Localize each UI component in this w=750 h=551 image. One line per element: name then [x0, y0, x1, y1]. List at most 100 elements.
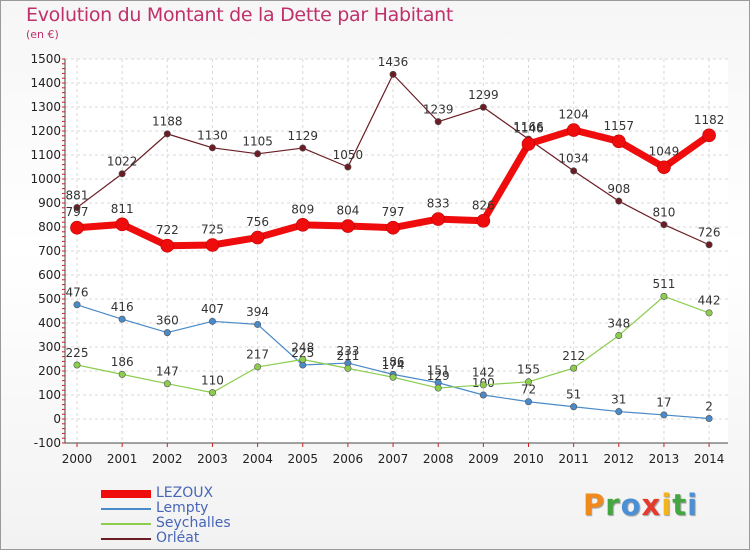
y-tick-label: 800 [38, 220, 61, 234]
x-tick-label: 2003 [197, 452, 228, 466]
data-label-lempty: 360 [156, 313, 179, 327]
data-label-seychalles: 174 [382, 358, 405, 372]
data-label-seychalles: 248 [291, 340, 314, 354]
x-tick-label: 2009 [468, 452, 499, 466]
x-tick-label: 2005 [287, 452, 318, 466]
data-label-lempty: 416 [111, 300, 134, 314]
x-tick-label: 2001 [107, 452, 138, 466]
x-tick-label: 2007 [378, 452, 409, 466]
data-label-lempty: 51 [566, 388, 581, 402]
data-label-lezoux: 1157 [604, 119, 635, 133]
data-point-lempty [705, 415, 713, 423]
data-label-lezoux: 756 [246, 215, 269, 229]
data-point-lezoux [566, 123, 581, 137]
y-tick-label: 200 [38, 364, 61, 378]
data-label-orleat: 1166 [513, 120, 544, 134]
data-label-orleat: 1050 [333, 148, 364, 162]
data-label-orleat: 881 [66, 188, 89, 202]
data-label-lezoux: 809 [291, 202, 314, 216]
data-point-seychalles [660, 292, 668, 300]
data-point-lezoux [476, 213, 491, 228]
data-point-lezoux [521, 137, 536, 151]
data-point-lezoux [702, 128, 716, 143]
logo-letter: o [620, 488, 642, 522]
data-point-lempty [570, 403, 578, 411]
data-label-lezoux: 797 [382, 205, 405, 219]
legend-swatch-orleat [101, 538, 151, 540]
logo-letter: i [687, 488, 699, 522]
data-point-lempty [73, 301, 81, 309]
data-label-seychalles: 211 [336, 349, 359, 363]
data-label-orleat: 1022 [107, 155, 138, 169]
y-tick-label: 500 [38, 292, 61, 306]
data-label-lezoux: 1146 [513, 121, 544, 135]
data-point-seychalles [208, 389, 216, 397]
data-point-orleat [254, 150, 262, 158]
y-tick-label: 100 [38, 388, 61, 402]
data-point-lezoux [115, 217, 129, 232]
data-label-orleat: 726 [698, 226, 721, 240]
data-point-seychalles [163, 380, 171, 388]
data-point-lempty [615, 408, 623, 416]
y-tick-label: 1200 [30, 124, 61, 138]
data-point-seychalles [389, 373, 397, 381]
data-label-lempty: 186 [382, 355, 405, 369]
data-label-lezoux: 833 [427, 197, 450, 211]
x-tick-label: 2000 [62, 452, 93, 466]
y-tick-label: 1500 [30, 52, 61, 66]
data-point-seychalles [299, 355, 307, 363]
data-label-lezoux: 826 [472, 198, 495, 212]
data-label-lezoux: 1049 [649, 145, 680, 159]
y-tick-label: 1100 [30, 148, 61, 162]
data-point-orleat [479, 103, 487, 111]
data-point-lempty [660, 411, 668, 419]
data-point-lempty [163, 329, 171, 337]
legend: LEZOUX Lempty Seychalles Orléat [101, 486, 301, 546]
data-label-orleat: 1129 [287, 129, 318, 143]
data-label-lezoux: 797 [66, 205, 89, 219]
legend-swatch-seychalles [101, 523, 151, 525]
data-point-lezoux [611, 134, 626, 149]
data-label-seychalles: 147 [156, 365, 179, 379]
proxiti-logo: Proxiti [583, 488, 698, 522]
data-point-lezoux [295, 218, 310, 232]
data-point-orleat [208, 144, 216, 152]
x-tick-label: 2006 [333, 452, 364, 466]
data-point-lempty [479, 391, 487, 399]
data-label-lezoux: 811 [111, 202, 134, 216]
data-label-seychalles: 217 [246, 348, 269, 362]
data-label-orleat: 1239 [423, 102, 454, 116]
legend-label-lempty: Lempty [156, 500, 209, 516]
data-label-lempty: 476 [66, 286, 89, 300]
data-point-seychalles [434, 384, 442, 392]
data-point-seychalles [615, 331, 623, 339]
data-point-seychalles [479, 381, 487, 389]
legend-item-lempty: Lempty [101, 501, 301, 516]
legend-item-orleat: Orléat [101, 531, 301, 546]
data-label-lempty: 2 [705, 399, 713, 413]
data-label-lempty: 233 [336, 344, 359, 358]
data-point-orleat [570, 167, 578, 175]
data-label-orleat: 1105 [242, 135, 273, 149]
data-label-orleat: 1436 [378, 55, 409, 69]
chart-subtitle: (en €) [26, 28, 59, 41]
x-tick-label: 2014 [694, 452, 725, 466]
legend-label-orleat: Orléat [156, 530, 200, 546]
data-point-lempty [254, 320, 262, 328]
data-point-orleat [660, 221, 668, 229]
data-point-orleat [163, 130, 171, 138]
data-point-lempty [118, 315, 126, 323]
data-point-orleat [434, 118, 442, 126]
data-label-seychalles: 155 [517, 363, 540, 377]
chart-title: Evolution du Montant de la Dette par Hab… [26, 4, 454, 26]
data-label-seychalles: 186 [111, 355, 134, 369]
data-point-lezoux [70, 220, 84, 235]
logo-letter: r [605, 488, 621, 522]
data-point-lempty [208, 317, 216, 325]
legend-item-seychalles: Seychalles [101, 516, 301, 531]
data-label-orleat: 1130 [197, 129, 228, 143]
legend-swatch-lempty [101, 508, 151, 510]
logo-letter: t [672, 488, 688, 522]
legend-swatch-lezoux [101, 490, 151, 498]
data-point-seychalles [73, 361, 81, 369]
